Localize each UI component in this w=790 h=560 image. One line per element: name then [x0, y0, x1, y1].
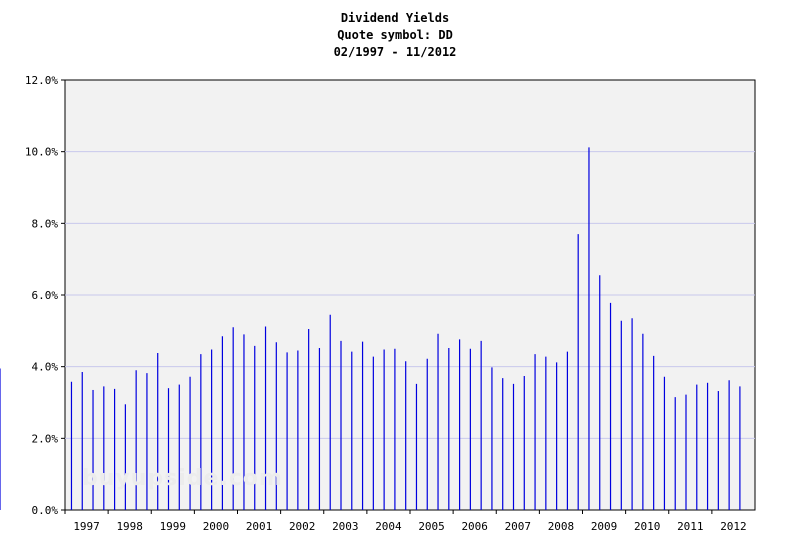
gridlines — [65, 151, 755, 439]
y-tick-label: 6.0% — [32, 289, 59, 302]
x-tick-label: 1999 — [160, 520, 187, 533]
chart-title: Dividend Yields — [340, 11, 450, 25]
x-tick-label: 2007 — [505, 520, 532, 533]
y-tick-label: 0.0% — [32, 504, 59, 517]
x-tick-label: 2002 — [289, 520, 316, 533]
x-tick-label: 2010 — [634, 520, 661, 533]
bars — [0, 147, 741, 510]
watermark-text: buyupside.com — [82, 466, 283, 491]
x-axis: 1997 1998 1999 2000 2001 2002 2003 2004 2005 2006… — [64, 510, 747, 533]
y-tick-label: 12.0% — [25, 74, 58, 87]
x-tick-label: 1998 — [116, 520, 143, 533]
y-tick-label: 2.0% — [32, 432, 59, 445]
chart-subtitle: Quote symbol: DD — [337, 28, 453, 42]
x-tick-label: 2009 — [591, 520, 618, 533]
x-tick-label: 2003 — [332, 520, 359, 533]
x-tick-label: 2004 — [375, 520, 402, 533]
y-axis: 0.0% 2.0% 4.0% 6.0% 8.0% 10.0% 12.0% — [25, 74, 65, 517]
y-tick-label: 10.0% — [25, 146, 58, 159]
x-tick-label: 2000 — [203, 520, 230, 533]
x-tick-label: 2011 — [677, 520, 704, 533]
x-tick-label: 2012 — [720, 520, 747, 533]
x-tick-label: 2008 — [548, 520, 575, 533]
x-tick-label: 2001 — [246, 520, 273, 533]
chart-date-range: 02/1997 - 11/2012 — [333, 45, 457, 59]
y-tick-label: 4.0% — [32, 361, 59, 374]
x-tick-label: 1997 — [73, 520, 100, 533]
y-tick-label: 8.0% — [32, 217, 59, 230]
x-tick-label: 2005 — [418, 520, 445, 533]
x-tick-label: 2006 — [461, 520, 488, 533]
